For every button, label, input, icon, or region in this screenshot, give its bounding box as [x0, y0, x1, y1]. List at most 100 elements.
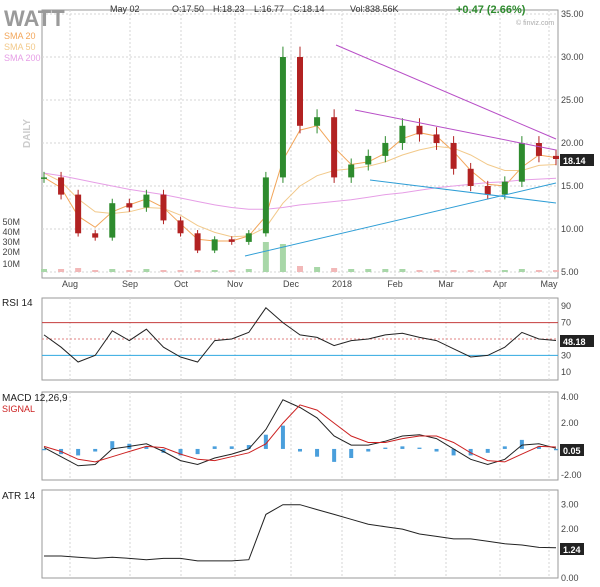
- macd-histogram-bar: [212, 446, 217, 449]
- macd-panel: [41, 391, 559, 481]
- macd-histogram-bar: [93, 448, 98, 452]
- volume-bar: [160, 270, 167, 272]
- month-label: Apr: [493, 279, 507, 289]
- rsi-tick-label: 10: [561, 367, 571, 377]
- candle-body: [160, 194, 167, 221]
- rsi-last-badge: [560, 335, 594, 347]
- volume-tick-label: 50M: [2, 217, 20, 227]
- price-tick-label: 35.00: [561, 9, 584, 19]
- volume-bar: [279, 244, 286, 272]
- month-label: Oct: [174, 279, 189, 289]
- candle-body: [382, 143, 389, 156]
- candle-body: [58, 177, 65, 195]
- macd-histogram-bar: [315, 448, 320, 457]
- trendline-blue-falling: [369, 179, 557, 204]
- volume-bar: [348, 269, 355, 272]
- candle-body: [262, 177, 269, 234]
- candle-body: [245, 233, 252, 242]
- candle-body: [314, 117, 321, 126]
- candle-body: [109, 203, 116, 238]
- price-last-value: 18.14: [563, 156, 586, 166]
- macd-histogram-bar: [434, 448, 439, 452]
- price-last-badge: [560, 154, 594, 166]
- macd-histogram-bar: [468, 448, 473, 456]
- macd-tick-label: -2.00: [561, 470, 582, 480]
- candle-body: [365, 155, 372, 165]
- period-label: DAILY: [22, 119, 33, 148]
- month-label: Aug: [62, 279, 78, 289]
- candle-body: [228, 239, 235, 242]
- volume-bar: [58, 269, 65, 272]
- macd-histogram-bar: [485, 448, 490, 453]
- header-close: C:18.14: [293, 4, 325, 14]
- atr-last-value: 1.24: [563, 545, 581, 555]
- candle-body: [297, 57, 303, 126]
- volume-bar: [245, 269, 252, 272]
- candle-body: [535, 143, 542, 156]
- legend-sma200: SMA 200: [4, 53, 41, 63]
- macd-histogram-bar: [42, 448, 46, 451]
- macd-histogram-bar: [195, 448, 200, 455]
- price-tick-label: 30.00: [561, 52, 584, 62]
- volume-tick-label: 10M: [2, 259, 20, 269]
- macd-histogram-bar: [178, 448, 183, 456]
- volume-bar: [518, 269, 525, 272]
- macd-histogram-bar: [229, 446, 234, 449]
- volume-bar: [177, 270, 184, 272]
- volume-bar: [75, 268, 82, 272]
- month-label: 2018: [332, 279, 352, 289]
- watermark: © finviz.com: [516, 19, 554, 27]
- atr-panel: [41, 489, 559, 579]
- trendline-purple-upper: [335, 44, 557, 140]
- legend-sma50: SMA 50: [4, 42, 36, 52]
- candle-body: [331, 117, 338, 178]
- volume-bar: [109, 269, 116, 272]
- volume-bar: [484, 270, 491, 272]
- month-label: Sep: [122, 279, 138, 289]
- candle-body: [211, 239, 218, 251]
- macd-histogram-bar: [554, 448, 558, 451]
- price-tick-label: 25.00: [561, 95, 584, 105]
- candle-body: [92, 233, 99, 238]
- candle-body: [41, 177, 47, 179]
- macd-histogram-bar: [519, 439, 524, 449]
- indicator-lines: [42, 307, 558, 562]
- price-tick-label: 5.00: [561, 267, 579, 277]
- candle-body: [279, 57, 286, 178]
- candle-body: [450, 143, 457, 169]
- volume-bar: [535, 270, 542, 272]
- volume-bar: [297, 266, 303, 272]
- macd-histogram-bar: [502, 446, 507, 449]
- volume-bar: [92, 270, 99, 272]
- price-tick-label: 20.00: [561, 138, 584, 148]
- macd-tick-label: 2.00: [561, 418, 579, 428]
- macd-histogram-bar: [144, 446, 149, 449]
- candle-body: [126, 203, 133, 208]
- volume-bar: [553, 270, 559, 272]
- macd-histogram-bar: [383, 447, 388, 449]
- volume-tick-label: 20M: [2, 247, 20, 257]
- month-label: Nov: [227, 279, 244, 289]
- rsi-tick-label: 90: [561, 301, 571, 311]
- macd-histogram-bar: [451, 448, 456, 456]
- volume-bar: [501, 270, 508, 272]
- signal-line: [43, 404, 557, 463]
- legend-sma20: SMA 20: [4, 31, 36, 41]
- volume-bar: [450, 270, 457, 272]
- rsi-title: RSI 14: [2, 298, 33, 309]
- volume-bar: [399, 269, 406, 272]
- macd-histogram-bar: [298, 448, 302, 452]
- candle-body: [433, 134, 440, 143]
- header-volume: Vol:838.56K: [350, 4, 399, 14]
- ticker-symbol: WATT: [4, 6, 65, 31]
- atr-tick-label: 0.00: [561, 573, 579, 582]
- header-date: May 02: [110, 4, 140, 14]
- macd-histogram-bar: [280, 425, 285, 449]
- rsi-last-value: 48.18: [563, 337, 586, 347]
- header-high: H:18.23: [213, 4, 245, 14]
- candle-body: [416, 125, 423, 135]
- rsi-tick-label: 30: [561, 350, 571, 360]
- volume-bar: [416, 270, 423, 272]
